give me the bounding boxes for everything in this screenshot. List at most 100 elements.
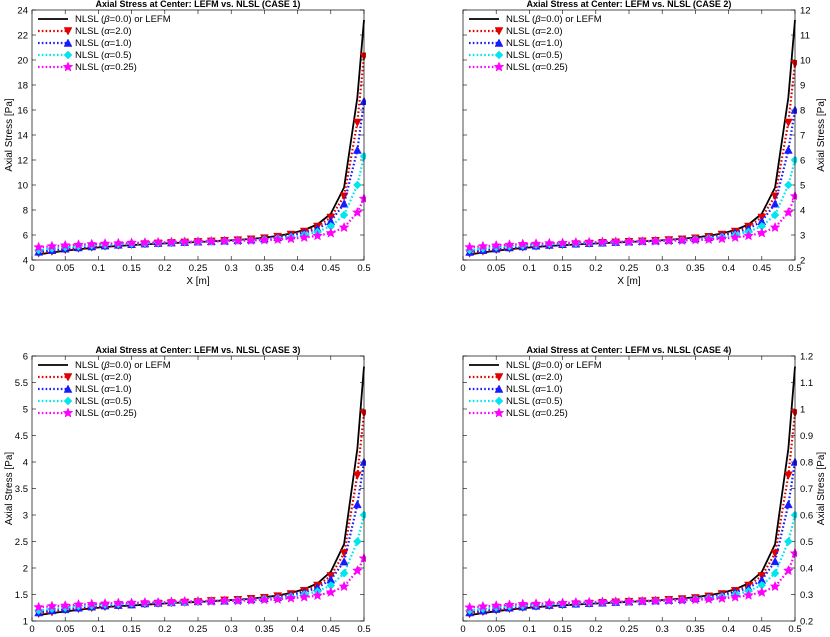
legend-symbol: β <box>103 14 110 25</box>
legend-marker-4 <box>493 61 505 72</box>
x-tick-label: 0.2 <box>158 263 171 274</box>
series-4-point <box>86 238 98 249</box>
y-tick-label: 6 <box>23 230 28 241</box>
legend-marker-2 <box>63 384 73 393</box>
series-4-point <box>59 239 71 250</box>
legend-label-0: NLSL (β=0.0) or LEFM <box>75 360 171 371</box>
y-tick-label: 1 <box>23 616 28 627</box>
series-3-point <box>784 537 793 546</box>
chart-4: Axial Stress at Center: LEFM vs. NLSL (C… <box>460 345 827 635</box>
legend-text: =0.25) <box>110 408 137 419</box>
legend-text: NLSL ( <box>75 360 105 371</box>
series-4-point <box>530 238 542 249</box>
legend-marker-1 <box>494 27 504 36</box>
series-4-point <box>570 236 582 248</box>
legend-text: =0.0) or LEFM <box>541 360 602 371</box>
legend-text: NLSL ( <box>75 26 105 37</box>
legend-marker-4 <box>493 407 505 418</box>
x-tick-label: 0.3 <box>656 624 669 635</box>
legend-text: =0.5) <box>110 396 132 407</box>
legend-symbol: α <box>104 26 110 37</box>
series-group <box>464 366 797 619</box>
x-tick-label: 0.35 <box>255 624 274 635</box>
legend-text: =0.0) or LEFM <box>541 14 602 25</box>
series-3-point <box>353 537 362 546</box>
series-line-1 <box>38 56 366 255</box>
series-2-point <box>770 199 780 208</box>
legend-text: NLSL ( <box>75 372 105 383</box>
series-4-point <box>272 233 284 245</box>
legend-marker-3 <box>63 396 73 406</box>
series-group <box>33 366 366 619</box>
chart-2: Axial Stress at Center: LEFM vs. NLSL (C… <box>460 0 827 287</box>
series-3-point <box>770 210 780 220</box>
legend-label-2: NLSL (α=1.0) <box>75 38 132 49</box>
series-4-point <box>99 597 111 609</box>
legend-symbol: α <box>535 396 541 407</box>
series-4-point <box>676 594 688 605</box>
chart-title: Axial Stress at Center: LEFM vs. NLSL (C… <box>527 345 732 355</box>
series-4-point <box>464 241 476 252</box>
series-4-point <box>46 240 58 251</box>
chart-3: Axial Stress at Center: LEFM vs. NLSL (C… <box>4 345 371 635</box>
legend-label-4: NLSL (α=0.25) <box>75 62 137 73</box>
y-tick-label: 6 <box>23 351 28 362</box>
series-4-point <box>690 234 701 245</box>
y-tick-label: 0.2 <box>800 616 813 627</box>
y-tick-label: 3 <box>23 510 28 521</box>
y-tick-label: 5.5 <box>15 378 28 389</box>
series-4-point <box>351 564 363 576</box>
legend-text: =0.25) <box>110 62 137 73</box>
series-4-point <box>285 233 297 244</box>
y-tick-label: 4 <box>23 457 28 468</box>
series-4-point <box>610 236 622 247</box>
x-tick-label: 0.05 <box>487 624 506 635</box>
series-4-point <box>73 598 84 610</box>
series-group <box>464 19 797 258</box>
series-4-point <box>504 239 515 250</box>
plot-area <box>32 356 364 621</box>
x-tick-label: 0.4 <box>722 624 735 635</box>
legend-text: =2.0) <box>541 26 563 37</box>
series-4-point <box>245 594 257 605</box>
y-tick-label: 0.3 <box>800 590 813 601</box>
series-4-point <box>756 227 768 238</box>
series-4-point <box>219 595 230 606</box>
series-4-point <box>245 234 257 246</box>
series-4-point <box>325 586 337 597</box>
series-4-point <box>716 233 728 244</box>
x-tick-label: 0.15 <box>553 624 572 635</box>
legend-label-0: NLSL (β=0.0) or LEFM <box>506 14 602 25</box>
series-4-point <box>557 597 568 608</box>
legend-text: =2.0) <box>110 26 132 37</box>
legend-text: NLSL ( <box>506 408 536 419</box>
series-1-point <box>352 471 362 480</box>
y-tick-label: 3 <box>800 230 805 241</box>
series-2-point <box>352 499 362 509</box>
legend-text: =2.0) <box>541 372 563 383</box>
y-axis-label: Axial Stress [Pa] <box>4 98 15 172</box>
series-4-point <box>464 601 476 613</box>
series-4-point <box>756 586 768 597</box>
x-tick-label: 0.4 <box>291 263 304 274</box>
x-tick-label: 0.1 <box>523 624 536 635</box>
series-4-point <box>338 221 350 233</box>
legend-text: =1.0) <box>541 38 563 49</box>
legend-marker-1 <box>63 373 73 382</box>
y-tick-label: 0.7 <box>800 484 813 495</box>
x-tick-label: 0.35 <box>686 263 705 274</box>
series-4-point <box>543 597 555 608</box>
x-tick-label: 0.05 <box>487 263 506 274</box>
series-4-point <box>636 235 648 247</box>
legend-text: =0.5) <box>541 50 563 61</box>
plot-frame <box>462 355 796 622</box>
legend-label-3: NLSL (α=0.5) <box>75 50 132 61</box>
series-4-point <box>597 596 608 607</box>
plot-area <box>463 10 795 260</box>
y-axis-label: Axial Stress [Pa] <box>4 452 15 526</box>
y-tick-label: 0.5 <box>800 537 813 548</box>
series-4-point <box>192 235 204 247</box>
chart-title: Axial Stress at Center: LEFM vs. NLSL (C… <box>96 0 301 9</box>
legend-symbol: α <box>535 26 541 37</box>
